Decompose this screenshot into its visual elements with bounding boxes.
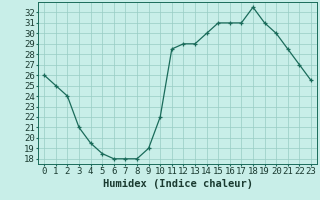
X-axis label: Humidex (Indice chaleur): Humidex (Indice chaleur): [103, 179, 252, 189]
